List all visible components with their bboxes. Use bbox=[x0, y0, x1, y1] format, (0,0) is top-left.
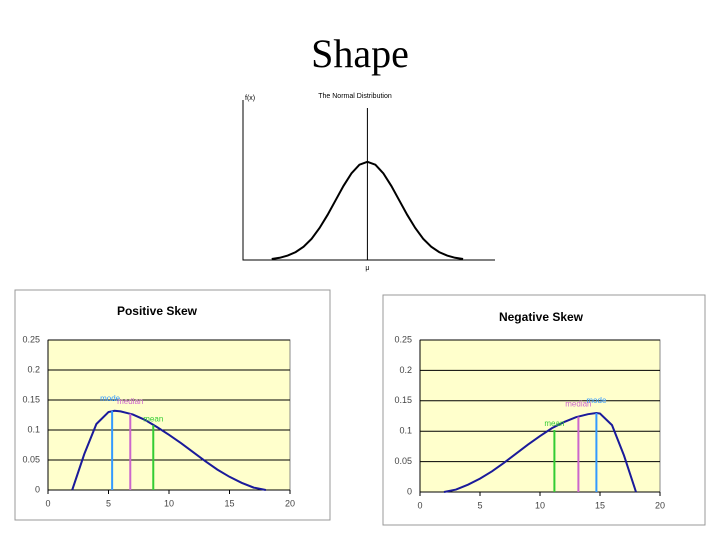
curve bbox=[71, 409, 266, 491]
plot-area bbox=[419, 339, 661, 493]
y-tick-label: 0.1 bbox=[27, 424, 40, 434]
y-tick-label: 0.05 bbox=[394, 456, 412, 466]
marker-label: mean bbox=[143, 414, 163, 423]
x-tick-label: 5 bbox=[477, 500, 482, 510]
axes bbox=[47, 340, 290, 491]
x-tick-label: 15 bbox=[595, 500, 605, 510]
x-tick-label: 10 bbox=[535, 500, 545, 510]
axes bbox=[419, 340, 660, 493]
marker-label: median bbox=[117, 397, 143, 406]
y-tick-label: 0.25 bbox=[394, 334, 412, 344]
y-tick-label: 0.25 bbox=[22, 334, 40, 344]
y-tick-label: 0.2 bbox=[399, 365, 412, 375]
marker-label: mode bbox=[586, 396, 607, 405]
axes bbox=[242, 100, 495, 261]
x-tick-label: 20 bbox=[655, 500, 665, 510]
chart-title: Negative Skew bbox=[499, 310, 584, 324]
y-tick-label: 0 bbox=[35, 484, 40, 494]
marker-label: mean bbox=[544, 419, 564, 428]
x-tick-label: 0 bbox=[45, 498, 50, 508]
y-tick-label: 0.05 bbox=[22, 454, 40, 464]
marker-label: median bbox=[565, 400, 591, 409]
y-tick-label: 0.15 bbox=[394, 395, 412, 405]
x-tick-label: 5 bbox=[106, 498, 111, 508]
x-tick-label: 15 bbox=[224, 498, 234, 508]
curve bbox=[443, 411, 637, 493]
slide-title: Shape bbox=[311, 31, 409, 76]
x-tick-label: 10 bbox=[164, 498, 174, 508]
y-axis-label: f(x) bbox=[245, 95, 255, 102]
annotation-label: μ bbox=[365, 265, 369, 272]
y-tick-label: 0.1 bbox=[399, 426, 412, 436]
curve bbox=[271, 160, 464, 261]
y-tick-label: 0.15 bbox=[22, 394, 40, 404]
x-tick-label: 20 bbox=[285, 498, 295, 508]
chart-title: The Normal Distribution bbox=[318, 93, 392, 100]
x-tick-label: 0 bbox=[417, 500, 422, 510]
y-tick-label: 0 bbox=[407, 486, 412, 496]
y-tick-label: 0.2 bbox=[27, 364, 40, 374]
chart-title: Positive Skew bbox=[117, 304, 198, 318]
marker-label: mode bbox=[100, 394, 121, 403]
plot-area bbox=[47, 339, 291, 491]
